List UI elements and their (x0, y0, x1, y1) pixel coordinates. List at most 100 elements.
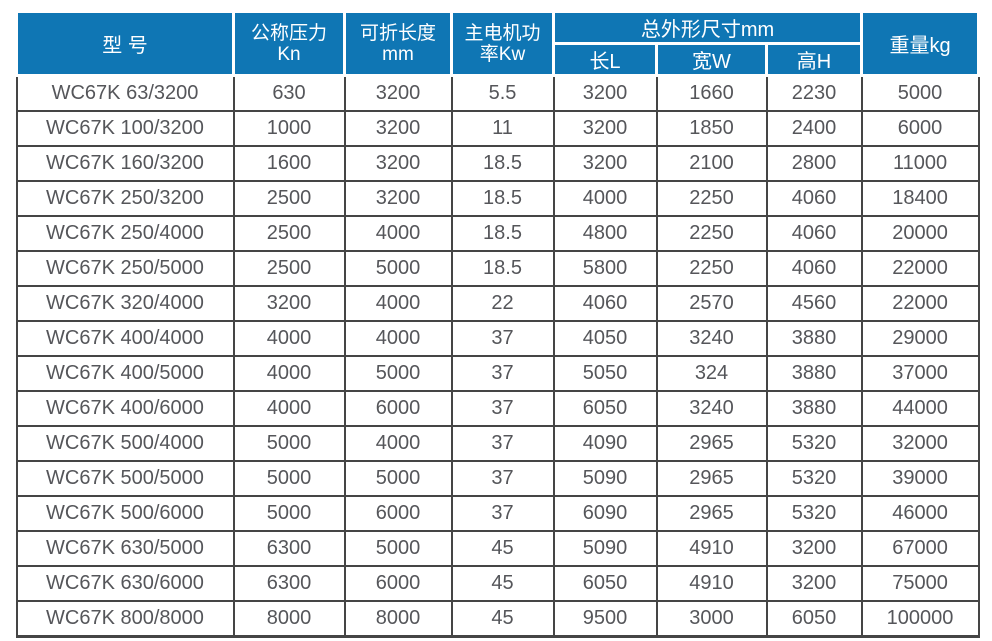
cell-dim-width: 1660 (655, 74, 768, 112)
cell-motor-power: 18.5 (450, 180, 555, 217)
cell-model: WC67K 63/3200 (15, 74, 235, 112)
cell-fold-length: 5000 (343, 530, 453, 567)
spec-table: 型 号 公称压力 Kn 可折长度 mm 主电机功 率Kw 总外形尺寸mm 重量k… (15, 10, 981, 638)
cell-model: WC67K 320/4000 (15, 285, 235, 322)
cell-pressure: 3200 (232, 285, 346, 322)
cell-motor-power: 18.5 (450, 145, 555, 182)
cell-weight: 22000 (860, 285, 980, 322)
cell-dim-length: 4050 (552, 320, 658, 357)
table-row: WC67K 250/5000 2500 5000 18.5 5800 2250 4060 22… (15, 250, 980, 287)
cell-motor-power: 45 (450, 600, 555, 638)
cell-dim-width: 3240 (655, 320, 768, 357)
cell-model: WC67K 250/3200 (15, 180, 235, 217)
cell-pressure: 2500 (232, 250, 346, 287)
cell-model: WC67K 160/3200 (15, 145, 235, 182)
cell-weight: 37000 (860, 355, 980, 392)
cell-dim-length: 6090 (552, 495, 658, 532)
spec-table-header: 型 号 公称压力 Kn 可折长度 mm 主电机功 率Kw 总外形尺寸mm 重量k… (15, 10, 981, 77)
cell-dim-height: 5320 (765, 495, 863, 532)
cell-pressure: 8000 (232, 600, 346, 638)
cell-weight: 32000 (860, 425, 980, 462)
table-row: WC67K 400/6000 4000 6000 37 6050 3240 3880 4400… (15, 390, 980, 427)
cell-dim-length: 3200 (552, 145, 658, 182)
table-row: WC67K 630/6000 6300 6000 45 6050 4910 3200 7500… (15, 565, 980, 602)
table-row: WC67K 250/4000 2500 4000 18.5 4800 2250 4060 20… (15, 215, 980, 252)
cell-dim-height: 2400 (765, 110, 863, 147)
cell-weight: 75000 (860, 565, 980, 602)
table-row: WC67K 100/3200 1000 3200 11 3200 1850 2400 6000 (15, 110, 980, 147)
col-header-motor-power-line2: 率Kw (479, 43, 526, 65)
cell-motor-power: 18.5 (450, 250, 555, 287)
cell-weight: 5000 (860, 74, 980, 112)
cell-motor-power: 5.5 (450, 74, 555, 112)
col-header-dimensions: 总外形尺寸mm (551, 10, 864, 45)
cell-model: WC67K 800/8000 (15, 600, 235, 638)
cell-pressure: 5000 (232, 460, 346, 497)
cell-dim-width: 2250 (655, 215, 768, 252)
cell-dim-width: 2250 (655, 250, 768, 287)
col-header-model: 型 号 (15, 10, 235, 77)
cell-dim-length: 4060 (552, 285, 658, 322)
cell-model: WC67K 400/6000 (15, 390, 235, 427)
cell-dim-width: 1850 (655, 110, 768, 147)
cell-dim-width: 2100 (655, 145, 768, 182)
cell-motor-power: 37 (450, 390, 555, 427)
cell-motor-power: 37 (450, 495, 555, 532)
cell-fold-length: 3200 (343, 74, 453, 112)
cell-weight: 29000 (860, 320, 980, 357)
col-header-motor-power-line1: 主电机功 (464, 22, 541, 44)
cell-model: WC67K 630/6000 (15, 565, 235, 602)
cell-motor-power: 37 (450, 320, 555, 357)
cell-pressure: 1600 (232, 145, 346, 182)
table-row: WC67K 800/8000 8000 8000 45 9500 3000 6050 1000… (15, 600, 980, 638)
cell-pressure: 5000 (232, 495, 346, 532)
cell-dim-length: 6050 (552, 390, 658, 427)
cell-weight: 11000 (860, 145, 980, 182)
cell-motor-power: 45 (450, 565, 555, 602)
cell-dim-height: 5320 (765, 460, 863, 497)
col-header-fold-length-line2: mm (382, 43, 414, 65)
cell-model: WC67K 400/5000 (15, 355, 235, 392)
cell-weight: 22000 (860, 250, 980, 287)
cell-dim-width: 4910 (655, 530, 768, 567)
cell-weight: 18400 (860, 180, 980, 217)
table-row: WC67K 400/5000 4000 5000 37 5050 324 3880 37000 (15, 355, 980, 392)
cell-dim-length: 4000 (552, 180, 658, 217)
cell-dim-width: 3240 (655, 390, 768, 427)
cell-motor-power: 37 (450, 355, 555, 392)
cell-model: WC67K 250/4000 (15, 215, 235, 252)
cell-motor-power: 45 (450, 530, 555, 567)
cell-dim-length: 4800 (552, 215, 658, 252)
cell-motor-power: 11 (450, 110, 555, 147)
cell-model: WC67K 630/5000 (15, 530, 235, 567)
cell-fold-length: 3200 (343, 180, 453, 217)
cell-dim-length: 9500 (552, 600, 658, 638)
cell-dim-height: 2230 (765, 74, 863, 112)
cell-weight: 67000 (860, 530, 980, 567)
cell-motor-power: 37 (450, 460, 555, 497)
cell-dim-length: 4090 (552, 425, 658, 462)
cell-model: WC67K 500/4000 (15, 425, 235, 462)
col-header-pressure-line1: 公称压力 (250, 22, 327, 44)
table-row: WC67K 250/3200 2500 3200 18.5 4000 2250 4060 18… (15, 180, 980, 217)
cell-dim-height: 2800 (765, 145, 863, 182)
cell-dim-width: 2965 (655, 460, 768, 497)
cell-pressure: 4000 (232, 320, 346, 357)
cell-dim-height: 3200 (765, 565, 863, 602)
cell-dim-length: 5800 (552, 250, 658, 287)
cell-dim-width: 4910 (655, 565, 768, 602)
cell-fold-length: 4000 (343, 425, 453, 462)
cell-dim-length: 6050 (552, 565, 658, 602)
cell-pressure: 5000 (232, 425, 346, 462)
cell-weight: 6000 (860, 110, 980, 147)
cell-dim-width: 2250 (655, 180, 768, 217)
cell-fold-length: 8000 (343, 600, 453, 638)
cell-model: WC67K 400/4000 (15, 320, 235, 357)
cell-dim-height: 5320 (765, 425, 863, 462)
cell-fold-length: 5000 (343, 250, 453, 287)
cell-weight: 20000 (860, 215, 980, 252)
table-row: WC67K 500/5000 5000 5000 37 5090 2965 5320 3900… (15, 460, 980, 497)
table-row: WC67K 500/6000 5000 6000 37 6090 2965 5320 4600… (15, 495, 980, 532)
cell-dim-height: 3880 (765, 320, 863, 357)
